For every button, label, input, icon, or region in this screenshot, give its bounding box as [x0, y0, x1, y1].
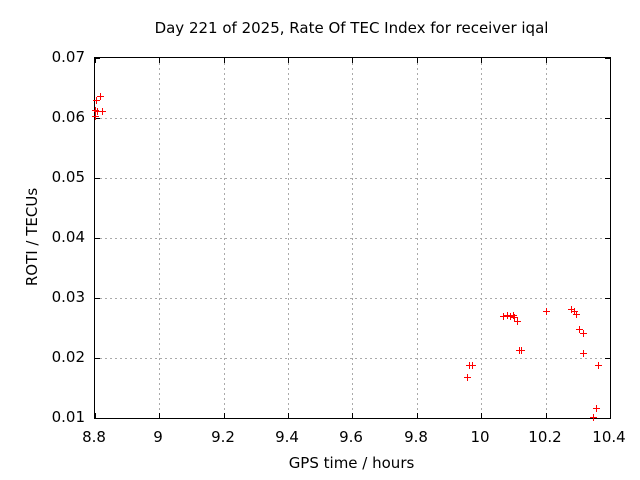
- x-tick-mark: [481, 58, 482, 63]
- y-gridline: [95, 238, 610, 239]
- data-point-marker: [507, 313, 514, 320]
- x-tick-mark: [481, 413, 482, 418]
- y-tick-mark: [605, 118, 610, 119]
- y-tick-label: 0.03: [51, 288, 85, 306]
- x-tick-mark: [352, 58, 353, 63]
- y-tick-mark: [95, 298, 100, 299]
- data-point-marker: [92, 113, 99, 120]
- data-point-marker: [571, 308, 578, 315]
- data-point-marker: [99, 108, 106, 115]
- y-tick-label: 0.04: [51, 228, 85, 246]
- x-tick-mark: [288, 413, 289, 418]
- data-point-marker: [504, 312, 511, 319]
- data-point-marker: [573, 311, 580, 318]
- y-tick-mark: [95, 118, 100, 119]
- x-tick-mark: [417, 413, 418, 418]
- data-point-marker: [94, 108, 101, 115]
- x-tick-label: 9.8: [404, 428, 428, 446]
- y-tick-label: 0.05: [51, 168, 85, 186]
- data-point-marker: [93, 97, 100, 104]
- data-point-marker: [511, 314, 518, 321]
- data-point-marker: [514, 318, 521, 325]
- x-tick-label: 8.8: [82, 428, 106, 446]
- x-tick-mark: [95, 58, 96, 63]
- data-point-marker: [510, 312, 517, 319]
- y-tick-label: 0.06: [51, 108, 85, 126]
- data-point-marker: [580, 350, 587, 357]
- y-gridline: [95, 178, 610, 179]
- x-tick-mark: [546, 58, 547, 63]
- x-tick-mark: [159, 413, 160, 418]
- x-tick-mark: [224, 58, 225, 63]
- y-tick-mark: [95, 418, 100, 419]
- x-tick-mark: [610, 413, 611, 418]
- x-tick-label: 9: [153, 428, 163, 446]
- data-point-marker: [580, 330, 587, 337]
- y-tick-mark: [605, 178, 610, 179]
- data-point-marker: [590, 414, 597, 421]
- x-tick-mark: [95, 413, 96, 418]
- data-point-marker: [593, 405, 600, 412]
- y-tick-label: 0.02: [51, 348, 85, 366]
- data-point-marker: [469, 362, 476, 369]
- x-tick-label: 9.4: [275, 428, 299, 446]
- x-tick-mark: [288, 58, 289, 63]
- x-axis-title: GPS time / hours: [288, 454, 415, 472]
- data-point-marker: [576, 326, 583, 333]
- y-tick-mark: [605, 238, 610, 239]
- data-point-marker: [543, 308, 550, 315]
- data-point-marker: [595, 362, 602, 369]
- plot-area: [92, 57, 611, 421]
- data-point-marker: [92, 107, 99, 114]
- y-gridline: [95, 358, 610, 359]
- y-tick-mark: [95, 358, 100, 359]
- y-tick-mark: [605, 58, 610, 59]
- y-tick-mark: [95, 178, 100, 179]
- y-tick-mark: [605, 358, 610, 359]
- x-tick-mark: [417, 58, 418, 63]
- y-tick-mark: [605, 418, 610, 419]
- x-tick-label: 9.2: [211, 428, 235, 446]
- y-tick-label: 0.01: [51, 408, 85, 426]
- x-tick-label: 10: [470, 428, 490, 446]
- x-tick-label: 10.4: [592, 428, 626, 446]
- y-gridline: [95, 298, 610, 299]
- x-tick-mark: [159, 58, 160, 63]
- y-tick-mark: [95, 58, 100, 59]
- x-tick-label: 9.6: [339, 428, 363, 446]
- x-tick-label: 10.2: [528, 428, 562, 446]
- data-point-marker: [464, 374, 471, 381]
- y-gridline: [95, 118, 610, 119]
- x-tick-mark: [546, 413, 547, 418]
- x-tick-mark: [224, 413, 225, 418]
- x-tick-mark: [352, 413, 353, 418]
- chart-title: Day 221 of 2025, Rate Of TEC Index for r…: [154, 19, 549, 37]
- data-point-marker: [97, 93, 104, 100]
- y-tick-mark: [95, 238, 100, 239]
- x-tick-mark: [610, 58, 611, 63]
- y-tick-label: 0.07: [51, 48, 85, 66]
- data-point-marker: [568, 306, 575, 313]
- data-point-marker: [500, 313, 507, 320]
- y-tick-mark: [605, 298, 610, 299]
- data-point-marker: [518, 347, 525, 354]
